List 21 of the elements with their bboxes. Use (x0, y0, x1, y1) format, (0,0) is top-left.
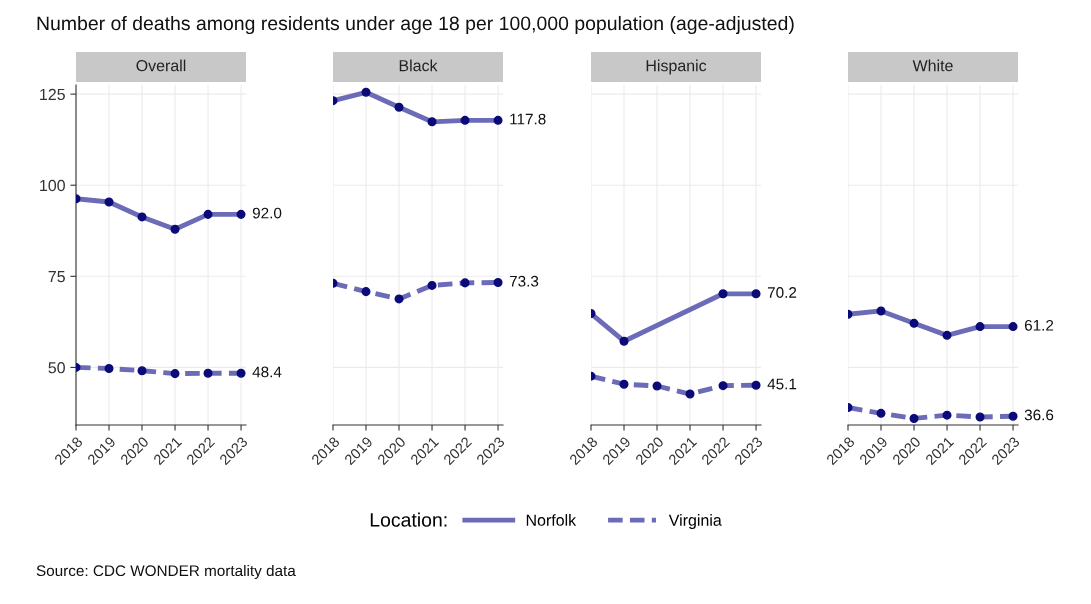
legend-label: Virginia (668, 514, 722, 530)
data-label: 92.0 (252, 207, 282, 219)
source-note: Source: CDC WONDER mortality data (36, 564, 296, 580)
data-label: 45.1 (767, 378, 797, 390)
chart-subtitle: White (912, 59, 953, 72)
y-tick-label: 100 (40, 179, 65, 192)
chart-subtitle: Hispanic (646, 59, 707, 75)
chart-subtitle: Black (399, 59, 438, 72)
data-label: 70.2 (767, 287, 797, 298)
legend-title: Location: (370, 512, 447, 527)
y-tick-label: 50 (48, 362, 65, 374)
data-label: 117.8 (510, 113, 546, 125)
chart-subtitle: Overall (136, 59, 186, 72)
text: Number of deaths among residents under age 18 per 100,000 population (age-adjusted) (37, 15, 794, 35)
data-label: 61.2 (1024, 319, 1054, 331)
data-label: 48.4 (252, 366, 282, 378)
data-label: 73.3 (509, 275, 539, 287)
legend-label: Norfolk (526, 514, 577, 526)
y-tick-label: 75 (48, 271, 65, 283)
y-tick-label: 125 (40, 88, 65, 101)
data-label: 36.6 (1024, 409, 1054, 421)
